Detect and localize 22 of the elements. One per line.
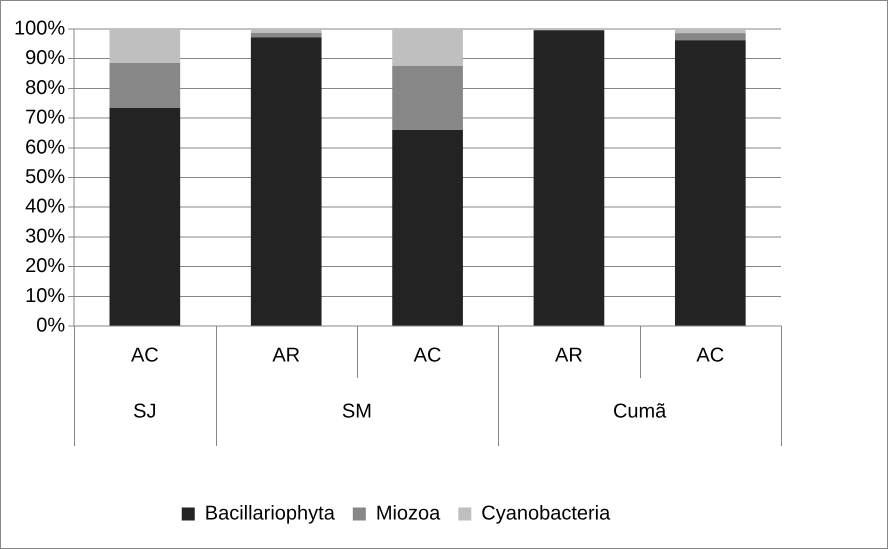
y-tick-label: 0% <box>36 314 66 337</box>
x-tick-label: AR <box>272 344 300 367</box>
x-tick-label: AC <box>414 344 442 367</box>
x-tick-label: AC <box>696 344 724 367</box>
y-tick-label: 10% <box>25 284 66 307</box>
x-tick-label: AC <box>130 344 159 367</box>
text: Cumã <box>612 400 668 423</box>
y-tick-label: 30% <box>25 225 66 248</box>
y-tick-label: 60% <box>25 136 66 158</box>
y-tick-label: 40% <box>25 196 66 218</box>
text: SM <box>342 400 372 423</box>
y-tick-label: 90% <box>25 47 66 70</box>
legend-label: Bacillariophyta <box>204 502 336 525</box>
y-tick-label: 70% <box>25 106 66 129</box>
y-tick-label: 100% <box>14 18 66 40</box>
legend-label: Cyanobacteria <box>481 502 612 525</box>
x-tick-label: AR <box>555 344 583 367</box>
y-tick-label: 50% <box>25 166 66 188</box>
legend-label: Miozoa <box>376 502 442 525</box>
text: SJ <box>133 400 157 423</box>
y-tick-label: 80% <box>25 76 66 99</box>
y-tick-label: 20% <box>25 255 66 278</box>
